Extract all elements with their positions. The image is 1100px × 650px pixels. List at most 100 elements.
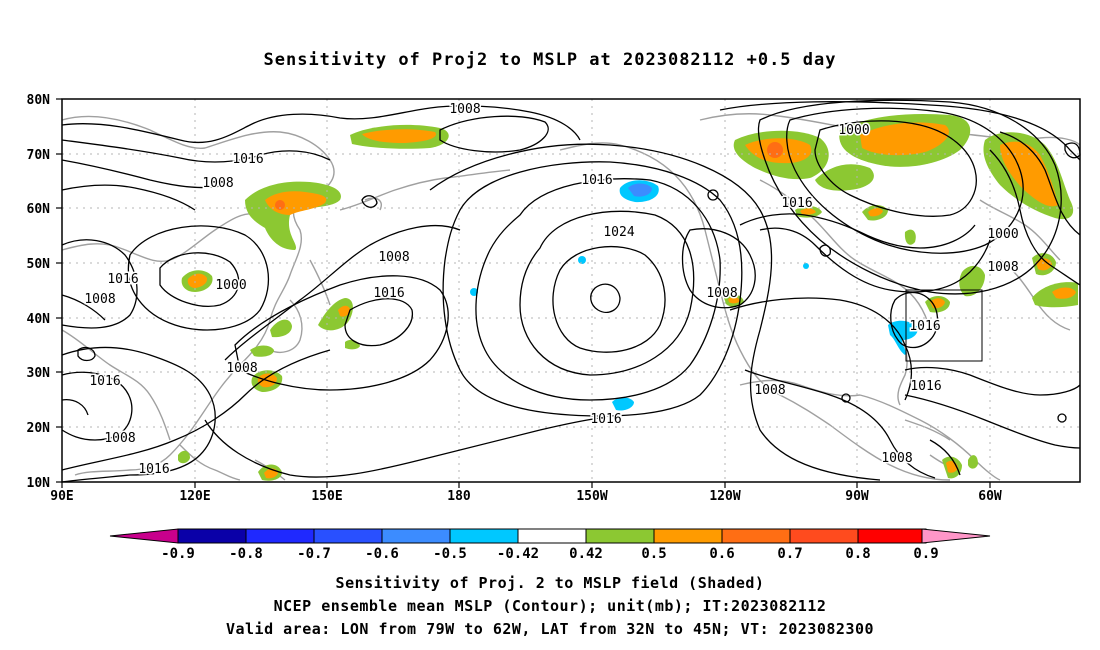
colorbar-cell: [313, 528, 383, 544]
positive-area: [270, 319, 292, 338]
footer-line-3: Valid area: LON from 79W to 62W, LAT fro…: [225, 620, 875, 638]
positive-area: [800, 208, 816, 215]
positive-area: [959, 265, 985, 297]
positive-area: [178, 450, 190, 464]
positive-area: [767, 142, 783, 158]
lat-tick-label: 60N: [27, 202, 51, 217]
colorbar-cell: [177, 528, 247, 544]
colorbar-label: -0.6: [365, 546, 399, 562]
positive-area: [275, 200, 285, 210]
colorbar-label: -0.8: [229, 546, 263, 562]
axis-ticks: [56, 98, 991, 488]
lat-tick-label: 40N: [27, 312, 51, 327]
contour-label: 1008: [754, 383, 785, 398]
contour-label: 1016: [781, 196, 812, 211]
contour-label: 1016: [910, 379, 941, 394]
positive-area: [868, 208, 883, 217]
contour-label: 1008: [202, 176, 233, 191]
colorbar-cell: [857, 528, 927, 544]
contour-label: 1008: [706, 286, 737, 301]
lon-tick-label: 150E: [311, 489, 342, 504]
contour-label: 1008: [449, 102, 480, 117]
contour-labels: 1008 1016 1008 1016 1000 1008 1016 1008 …: [83, 101, 1020, 479]
latitude-labels: 80N 70N 60N 50N 40N 30N 20N 10N: [27, 93, 51, 491]
contour-label: 1016: [581, 173, 612, 188]
longitude-labels: 90E 120E 150E 180 150W 120W 90W 60W: [50, 489, 1002, 504]
map-panel: 1008 1016 1008 1016 1000 1008 1016 1008 …: [27, 93, 1081, 504]
colorbar: -0.9 -0.8 -0.7 -0.6 -0.5 -0.42 0.42 0.5 0.6 0.7 0.…: [109, 528, 991, 562]
colorbar-low-end: [109, 528, 179, 544]
colorbar-high-end: [921, 528, 991, 544]
colorbar-cell: [517, 528, 587, 544]
map-frame: [61, 98, 1081, 483]
colorbar-cell: [721, 528, 791, 544]
mslp-contours: [61, 99, 1081, 483]
lat-tick-label: 10N: [27, 476, 51, 491]
positive-area: [345, 339, 360, 350]
contour-label: 1016: [373, 286, 404, 301]
colorbar-cell: [449, 528, 519, 544]
colorbar-label: -0.5: [433, 546, 467, 562]
lon-tick-label: 90E: [50, 489, 73, 504]
positive-area: [338, 305, 350, 317]
lon-tick-label: 180: [447, 489, 471, 504]
contour-label: 1024: [603, 225, 634, 240]
contour-label: 1016: [89, 374, 120, 389]
positive-area: [250, 345, 274, 357]
colorbar-label: 0.7: [777, 546, 802, 562]
positive-area: [1052, 287, 1076, 299]
positive-area: [362, 129, 436, 143]
colorbar-cell: [653, 528, 723, 544]
contour-label: 1000: [838, 123, 869, 138]
lon-tick-label: 60W: [978, 489, 1002, 504]
contour-label: 1008: [104, 431, 135, 446]
footer-line-1: Sensitivity of Proj. 2 to MSLP field (Sh…: [335, 574, 765, 592]
positive-area: [815, 164, 874, 191]
positive-area: [904, 229, 916, 245]
page-title: Sensitivity of Proj2 to MSLP at 20230821…: [263, 50, 837, 70]
lon-tick-label: 120E: [179, 489, 210, 504]
negative-area: [578, 256, 586, 264]
positive-area: [728, 297, 740, 304]
sensitivity-shading: [178, 113, 1078, 481]
contour-label: 1016: [107, 272, 138, 287]
colorbar-label: 0.9: [913, 546, 938, 562]
lon-tick-label: 90W: [845, 489, 869, 504]
colorbar-label: 0.5: [641, 546, 666, 562]
contour-label: 1000: [215, 278, 246, 293]
colorbar-label: 0.8: [845, 546, 870, 562]
positive-area: [187, 273, 208, 288]
colorbar-label: -0.7: [297, 546, 331, 562]
colorbar-cell: [245, 528, 315, 544]
valid-area-box: [905, 289, 983, 362]
colorbar-cell: [789, 528, 859, 544]
contour-label: 1008: [987, 260, 1018, 275]
lat-tick-label: 70N: [27, 148, 51, 163]
colorbar-cell: [585, 528, 655, 544]
lat-tick-label: 50N: [27, 257, 51, 272]
contour-label: 1000: [987, 227, 1018, 242]
positive-area: [968, 455, 978, 469]
negative-area: [612, 397, 634, 411]
lat-tick-label: 30N: [27, 366, 51, 381]
colorbar-label: 0.6: [709, 546, 734, 562]
colorbar-label: -0.42: [497, 546, 539, 562]
lon-tick-label: 120W: [709, 489, 740, 504]
positive-area: [1036, 258, 1052, 271]
contour-label: 1016: [232, 152, 263, 167]
lat-tick-label: 80N: [27, 93, 51, 108]
negative-area: [470, 288, 478, 296]
contour-label: 1016: [138, 462, 169, 477]
lon-tick-label: 150W: [576, 489, 607, 504]
colorbar-label: -0.9: [161, 546, 195, 562]
negative-area: [803, 263, 809, 269]
contour-label: 1016: [909, 319, 940, 334]
contour-label: 1008: [378, 250, 409, 265]
contour-label: 1016: [590, 412, 621, 427]
colorbar-label: 0.42: [569, 546, 603, 562]
footer-line-2: NCEP ensemble mean MSLP (Contour); unit(…: [273, 597, 827, 615]
lat-tick-label: 20N: [27, 421, 51, 436]
colorbar-cell: [381, 528, 451, 544]
contour-label: 1008: [84, 292, 115, 307]
